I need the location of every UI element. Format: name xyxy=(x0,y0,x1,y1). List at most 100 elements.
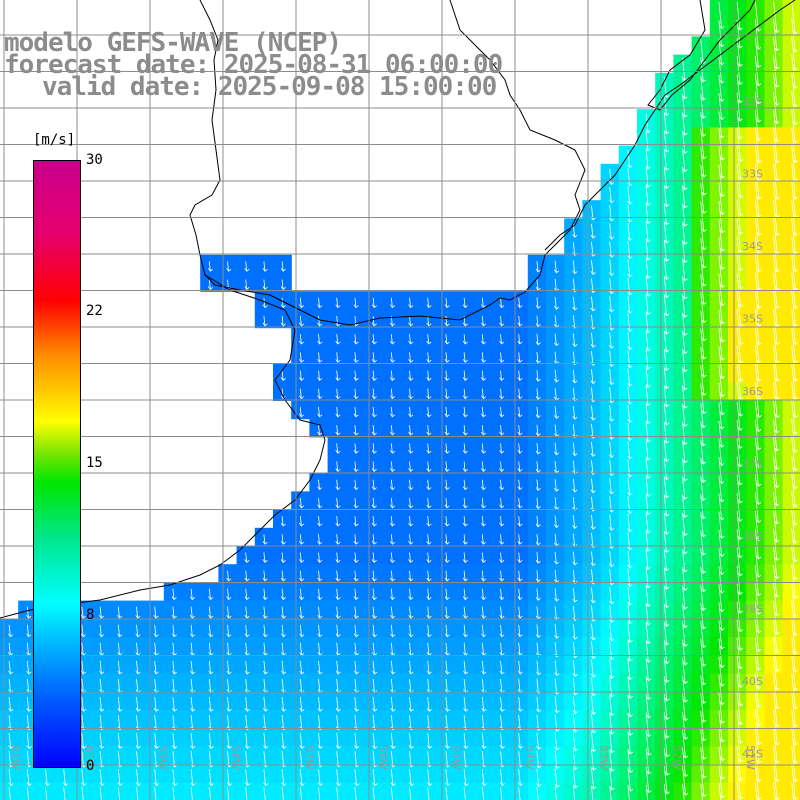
wind-arrow-head xyxy=(26,614,32,619)
wind-arrow xyxy=(627,259,631,277)
wind-arrow xyxy=(645,568,649,588)
wind-arrow xyxy=(645,349,649,370)
wind-arrow xyxy=(754,583,759,615)
wind-arrow-head xyxy=(445,707,451,712)
wind-arrow xyxy=(718,529,723,557)
wind-arrow-head xyxy=(517,449,523,454)
wind-arrow-head xyxy=(738,412,744,417)
wind-arrow xyxy=(791,528,796,562)
wind-cell xyxy=(728,0,747,19)
wind-arrow-head xyxy=(737,445,743,450)
wind-arrow xyxy=(572,315,576,329)
wind-cell xyxy=(764,91,784,110)
wind-arrow-head xyxy=(463,633,469,638)
wind-cell xyxy=(709,418,729,438)
wind-cell xyxy=(782,673,800,693)
wind-arrow xyxy=(718,38,723,65)
wind-arrow-head xyxy=(389,431,396,436)
wind-cell xyxy=(782,691,800,711)
wind-arrow-head xyxy=(171,614,177,619)
wind-arrow xyxy=(736,474,741,504)
lat-label: 35S xyxy=(742,313,763,326)
wind-arrow xyxy=(281,279,284,290)
wind-cell xyxy=(691,728,711,747)
wind-arrow-head xyxy=(719,156,725,161)
wind-arrow-head xyxy=(499,670,505,675)
wind-arrow-head xyxy=(664,203,670,208)
wind-cell xyxy=(764,36,784,56)
wind-arrow xyxy=(99,715,103,730)
wind-arrow-head xyxy=(480,322,487,327)
wind-arrow-head xyxy=(317,745,323,749)
wind-arrow xyxy=(227,624,230,637)
wind-arrow-head xyxy=(774,649,780,654)
wind-arrow xyxy=(372,642,375,656)
wind-arrow xyxy=(663,367,667,389)
wind-arrow-head xyxy=(700,570,707,574)
wind-arrow-head xyxy=(262,596,268,601)
wind-arrow xyxy=(427,534,430,545)
wind-arrow xyxy=(591,677,594,696)
wind-arrow xyxy=(409,696,412,712)
wind-arrow xyxy=(481,479,484,490)
wind-arrow-head xyxy=(535,578,541,583)
wind-arrow xyxy=(536,678,539,694)
wind-arrow xyxy=(390,497,393,508)
wind-arrow xyxy=(700,328,705,359)
wind-cell xyxy=(728,327,747,347)
wind-arrow xyxy=(627,368,631,387)
wind-arrow xyxy=(154,715,157,730)
wind-arrow-head xyxy=(298,559,305,563)
wind-arrow-head xyxy=(444,431,450,436)
wind-arrow-head xyxy=(719,320,725,325)
wind-arrow xyxy=(700,747,705,778)
wind-arrow-head xyxy=(774,159,780,164)
wind-arrow-head xyxy=(609,508,615,513)
wind-arrow-head xyxy=(737,646,744,651)
wind-arrow-head xyxy=(756,414,762,419)
wind-arrow-head xyxy=(738,285,744,290)
wind-arrow xyxy=(336,606,339,619)
wind-arrow-head xyxy=(281,707,287,712)
wind-arrow-head xyxy=(517,486,523,491)
wind-cell xyxy=(782,746,800,765)
wind-arrow-head xyxy=(26,745,32,749)
wind-arrow-head xyxy=(682,259,688,264)
wind-arrow xyxy=(645,204,649,224)
wind-arrow xyxy=(627,277,631,296)
wind-cell xyxy=(782,218,800,238)
wind-arrow xyxy=(700,783,703,800)
wind-arrow xyxy=(390,678,394,693)
wind-arrow-head xyxy=(26,670,32,675)
wind-cell xyxy=(691,400,711,420)
wind-arrow-head xyxy=(793,778,799,783)
wind-arrow xyxy=(481,370,484,381)
wind-arrow xyxy=(791,73,796,107)
wind-arrow-head xyxy=(719,174,725,179)
wind-arrow xyxy=(481,751,485,768)
wind-arrow-head xyxy=(554,487,560,492)
wind-arrow xyxy=(518,370,521,381)
wind-arrow xyxy=(718,364,723,397)
wind-arrow xyxy=(99,733,103,749)
wind-arrow-head xyxy=(792,467,798,472)
wind-arrow xyxy=(336,588,339,600)
wind-arrow-head xyxy=(627,455,633,460)
wind-arrow-head xyxy=(535,597,541,601)
wind-cell xyxy=(746,345,765,365)
wind-arrow xyxy=(336,678,339,693)
wind-arrow-head xyxy=(26,689,32,694)
wind-arrow xyxy=(299,552,302,563)
wind-arrow-head xyxy=(682,241,688,245)
wind-arrow xyxy=(718,710,723,742)
wind-arrow-head xyxy=(609,693,615,698)
wind-arrow xyxy=(208,751,212,768)
wind-arrow xyxy=(773,745,778,782)
wind-arrow xyxy=(554,660,558,676)
wind-arrow-head xyxy=(390,707,396,712)
wind-cell xyxy=(655,709,674,729)
wind-arrow xyxy=(318,642,321,656)
wind-arrow xyxy=(190,769,194,786)
wind-arrow xyxy=(645,149,649,169)
wind-arrow-head xyxy=(353,395,359,400)
